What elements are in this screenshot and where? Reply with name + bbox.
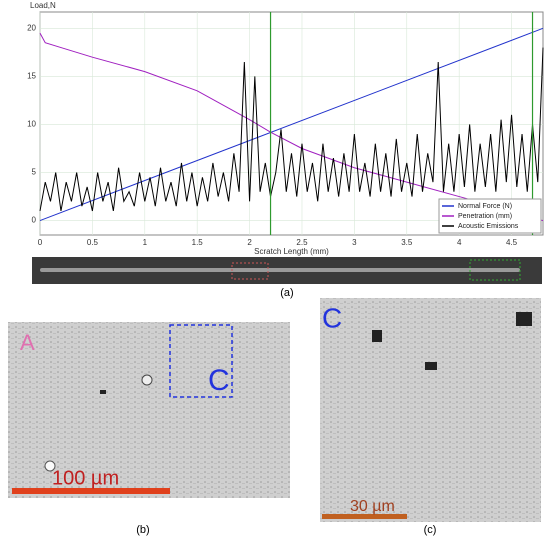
x-tick-label: 3.5 [401,238,413,247]
pit [100,390,106,394]
pit [516,312,532,326]
y-tick-label: 10 [27,120,36,129]
x-tick-label: 0 [38,238,43,247]
series-line [39,47,544,212]
y-tick-label: 5 [32,168,37,177]
scale-label: 30 µm [350,498,395,515]
micrograph-b [8,322,290,498]
particle [44,460,56,472]
legend-label: Normal Force (N) [458,203,512,210]
scale-bar [12,488,170,494]
x-tick-label: 4.5 [506,238,518,247]
caption: (b) [136,524,149,536]
caption: (c) [424,524,437,536]
legend-label: Penetration (mm) [458,213,512,220]
x-axis-label: Scratch Length (mm) [254,247,329,256]
micrograph-c [320,298,541,522]
caption: (a) [280,287,293,299]
region-box [231,262,269,280]
zoom-box [169,324,233,398]
x-tick-label: 2.5 [296,238,308,247]
scratch-track [40,268,520,272]
pit [372,330,382,342]
scale-label: 100 µm [52,467,119,489]
y-axis-label: Load,N [30,1,56,10]
x-tick-label: 4 [457,238,462,247]
y-tick-label: 20 [27,23,36,32]
label: C [322,302,342,333]
x-tick-label: 1.5 [192,238,204,247]
label: A [20,330,35,355]
particle [141,374,153,386]
y-tick-label: 0 [32,216,37,225]
series-line [39,27,544,222]
legend [438,198,542,234]
x-tick-label: 3 [352,238,357,247]
region-box [469,259,521,281]
x-tick-label: 0.5 [87,238,99,247]
y-tick-label: 15 [27,72,36,81]
label: C [208,364,230,397]
legend-label: Acoustic Emissions [458,223,519,230]
pit [425,362,437,370]
x-tick-label: 1 [143,238,148,247]
scale-bar [322,514,407,519]
x-tick-label: 2 [247,238,252,247]
